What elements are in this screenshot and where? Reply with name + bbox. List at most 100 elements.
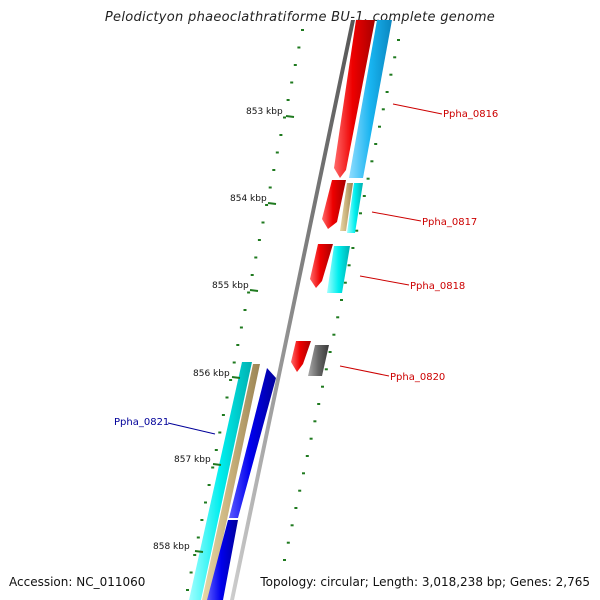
svg-text:Ppha_0821: Ppha_0821 [114,417,169,428]
scale-dot [317,403,321,405]
scale-dot [298,489,302,492]
scale-dot [347,264,351,267]
gene-label-ppha-0821[interactable]: Ppha_0821 [114,417,216,435]
scale-dot [359,212,362,215]
scale-tick-857: 857 kbp [174,455,222,466]
scale-dot [302,472,305,475]
accession-label: Accession: NC_011060 [9,575,146,589]
scale-dot [257,239,261,241]
feature-cyan-0818 [327,246,350,293]
genome-stats-label: Topology: circular; Length: 3,018,238 bp… [260,575,590,589]
scale-dots-right [283,39,400,561]
scale-dot [351,247,355,249]
scale-dot [286,99,290,101]
scale-dot [279,134,283,136]
scale-dot [229,379,233,381]
gene-label-ppha-0816[interactable]: Ppha_0816 [392,103,498,120]
scale-dot [381,108,385,111]
scale-dot [214,449,218,451]
scale-tick-856: 856 kbp [193,369,241,379]
scale-dot [336,316,340,319]
scale-dot [294,507,298,509]
scale-dot [239,326,243,329]
scale-dot [290,81,294,84]
scale-dot [366,177,370,180]
scale-dot [207,484,211,486]
scale-tick-853: 853 kbp [246,107,295,118]
gene-label-ppha-0817[interactable]: Ppha_0817 [371,211,477,228]
scale-dot [286,541,290,544]
svg-text:856 kbp: 856 kbp [193,369,230,379]
scale-dot [268,186,272,189]
scale-dot [236,344,240,346]
genome-backbone [230,20,355,600]
gene-label-ppha-0820[interactable]: Ppha_0820 [339,365,445,383]
scale-dot [321,385,324,388]
scale-dot [378,125,381,128]
feature-cyan-upper [349,20,392,178]
scale-dot [200,519,204,521]
svg-text:857 kbp: 857 kbp [174,455,211,465]
scale-dot [250,274,254,276]
scale-dot [301,29,304,31]
scale-dot [293,64,297,66]
scale-dot [186,589,189,591]
scale-dot [275,151,279,154]
feature-cyan-lower [189,362,252,600]
scale-dot [374,143,378,145]
scale-dot [370,160,374,163]
scale-dot [283,559,286,561]
svg-text:Ppha_0817: Ppha_0817 [422,217,477,228]
scale-dot [297,46,301,49]
scale-dot [283,116,286,119]
scale-dot [397,39,400,41]
scale-tick-858: 858 kbp [153,542,204,553]
scale-dot [247,291,251,294]
svg-text:855 kbp: 855 kbp [212,281,249,291]
scale-dot [324,368,328,371]
svg-text:Ppha_0816: Ppha_0816 [443,109,498,120]
scale-dot [355,229,359,232]
feature-gray-0820 [308,345,329,376]
scale-dot [232,361,236,364]
map-title: Pelodictyon phaeoclathratiforme BU-1, co… [104,10,496,25]
scale-dot [196,536,200,539]
scale-dot [393,56,397,59]
scale-dots-left [186,29,304,591]
scale-dot [272,169,276,171]
scale-dot [218,431,222,434]
scale-dot [189,571,193,574]
scale-dot [340,299,343,301]
scale-dot [211,466,215,469]
feature-blue-lower [207,520,238,600]
scale-dot [225,396,229,399]
feature-tan-lower [202,364,260,600]
scale-dot [261,221,265,224]
scale-dot [265,204,269,206]
scale-dot [221,414,225,416]
scale-dot [313,420,317,423]
scale-dot [362,195,366,197]
scale-dot [193,554,197,556]
scale-dot [254,256,258,259]
gene-ppha-0816-arrow[interactable] [334,20,375,178]
svg-text:Ppha_0820: Ppha_0820 [390,372,445,383]
svg-text:858 kbp: 858 kbp [153,542,190,552]
scale-dot [343,281,347,284]
scale-dot [290,524,294,527]
scale-dot [305,455,309,457]
scale-dot [243,309,247,311]
gene-ppha-0818-arrow[interactable] [310,244,333,288]
scale-dot [328,351,332,353]
svg-text:854 kbp: 854 kbp [230,194,267,204]
gene-ppha-0821-arrow[interactable] [229,368,276,518]
feature-cyan-0817 [347,183,363,233]
scale-tick-854: 854 kbp [230,194,277,205]
scale-dot [385,91,389,93]
gene-label-ppha-0818[interactable]: Ppha_0818 [359,275,465,292]
gene-ppha-0820-arrow[interactable] [291,341,311,372]
scale-dot [389,73,393,76]
svg-text:Ppha_0818: Ppha_0818 [410,281,465,292]
gene-ppha-0817-arrow[interactable] [322,180,346,229]
